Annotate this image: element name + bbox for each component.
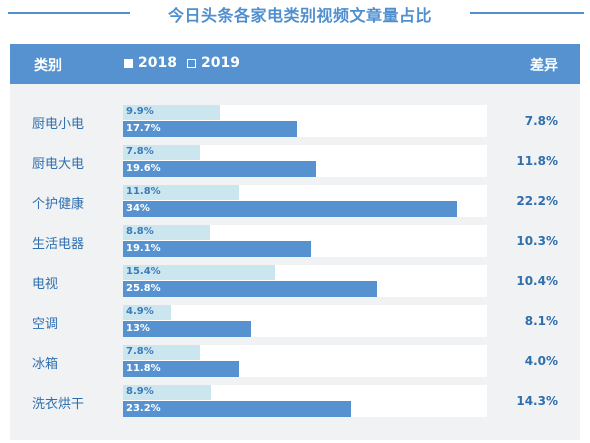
bar-2019 [123, 401, 352, 417]
bar-2019 [123, 361, 240, 377]
bar-2018 [123, 105, 221, 120]
category-label: 个护健康 [32, 197, 85, 212]
title-rule-right [470, 12, 584, 14]
data-label-2019: 19.1% [126, 243, 161, 254]
difference-value: 10.3% [516, 234, 558, 248]
difference-value: 8.1% [524, 314, 558, 328]
data-label-2018: 11.8% [126, 186, 161, 197]
table-header: 类别 2018 2019 差异 [10, 44, 580, 84]
legend-swatch-2018 [124, 58, 133, 68]
bar-2019 [123, 201, 458, 217]
bar-2019 [123, 121, 298, 137]
data-label-2018: 15.4% [126, 266, 161, 277]
data-label-2019: 13% [126, 323, 150, 334]
bar-2019 [123, 161, 316, 177]
data-label-2018: 7.8% [126, 346, 154, 357]
category-label: 冰箱 [32, 357, 59, 372]
bar-2019 [123, 321, 251, 337]
data-label-2019: 34% [126, 203, 150, 214]
data-label-2018: 4.9% [126, 306, 154, 317]
legend-label-2019: 2019 [200, 55, 240, 71]
bar-2018 [123, 305, 172, 320]
difference-value: 7.8% [524, 114, 558, 128]
bar-2019 [123, 281, 377, 297]
data-label-2018: 8.9% [126, 386, 154, 397]
chart-title-area: 今日头条各家电类别视频文章量占比 [0, 0, 590, 28]
bar-2019 [123, 241, 311, 257]
legend-swatch-2019 [186, 58, 196, 68]
legend-label-2018: 2018 [138, 55, 177, 71]
data-label-2019: 23.2% [126, 403, 161, 414]
data-label-2019: 25.8% [126, 283, 161, 294]
bar-2018 [123, 265, 275, 280]
bar-2018 [123, 185, 240, 200]
category-label: 厨电小电 [32, 117, 85, 132]
legend: 2018 2019 [124, 55, 240, 71]
category-label: 洗衣烘干 [32, 397, 85, 412]
chart-title: 今日头条各家电类别视频文章量占比 [167, 6, 432, 25]
data-label-2018: 7.8% [126, 146, 154, 157]
data-label-2018: 9.9% [126, 106, 154, 117]
data-label-2018: 8.8% [126, 226, 154, 237]
title-rule-left [8, 12, 130, 14]
data-label-2019: 19.6% [126, 163, 161, 174]
difference-value: 10.4% [516, 274, 558, 288]
data-label-2019: 11.8% [126, 363, 161, 374]
bar-2018 [123, 145, 200, 160]
difference-value: 14.3% [516, 394, 558, 408]
bar-2018 [123, 345, 200, 360]
category-label: 电视 [32, 277, 59, 292]
bar-2018 [123, 385, 211, 400]
bar-2018 [123, 225, 210, 240]
difference-value: 4.0% [524, 354, 558, 368]
difference-value: 11.8% [516, 154, 558, 168]
category-label: 生活电器 [32, 237, 85, 252]
category-header: 类别 [34, 58, 62, 74]
category-label: 空调 [32, 317, 59, 332]
difference-header: 差异 [530, 58, 558, 74]
data-label-2019: 17.7% [126, 123, 161, 134]
category-label: 厨电大电 [32, 157, 85, 172]
difference-value: 22.2% [516, 194, 558, 208]
